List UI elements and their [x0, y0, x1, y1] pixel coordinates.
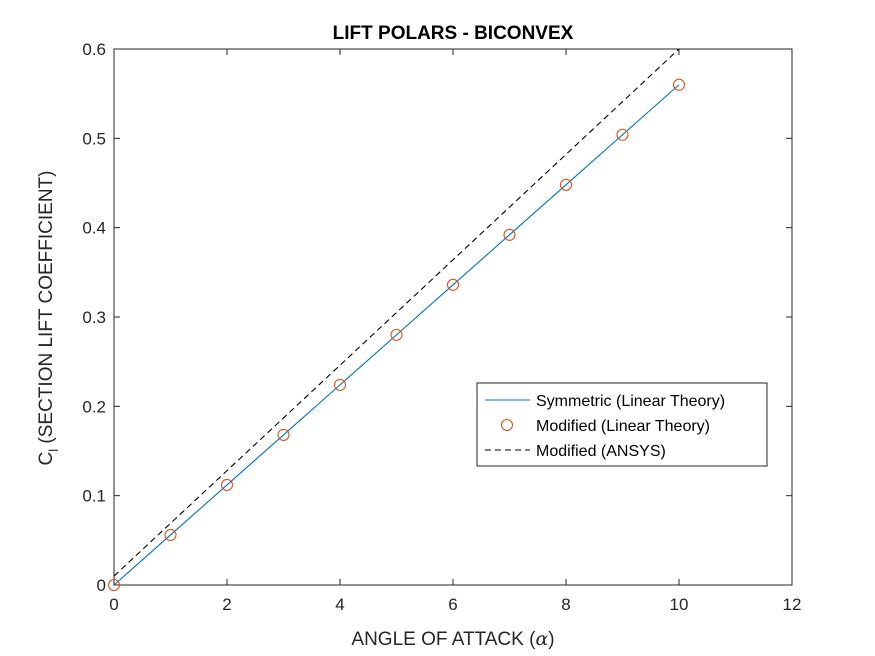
x-tick-label: 4 — [335, 595, 344, 614]
plot-area: 0 2 4 6 8 10 12 0 0.1 0.2 0.3 0.4 0.5 0.6 — [82, 40, 801, 614]
legend-box — [476, 382, 768, 467]
legend: Symmetric (Linear Theory) Modified (Linea… — [476, 382, 768, 467]
series-1-point — [503, 228, 516, 241]
x-axis-label-symbol: α — [535, 628, 548, 650]
x-tick-label: 6 — [448, 595, 457, 614]
series-1-point — [164, 528, 177, 542]
series-1-point — [446, 278, 460, 291]
axes-box — [113, 48, 793, 586]
series-1-point — [616, 128, 629, 141]
y-tick-label: 0.4 — [82, 219, 106, 238]
series-1-point — [107, 578, 121, 592]
legend-label-2: Modified (ANSYS) — [536, 443, 666, 460]
y-tick-label: 0.3 — [82, 308, 106, 327]
legend-marker-1 — [500, 418, 514, 432]
series-1-point — [220, 478, 234, 491]
y-axis-label-main: C — [36, 452, 57, 466]
x-axis-label-prefix: ANGLE OF ATTACK ( — [351, 629, 536, 650]
series-1-point — [277, 428, 290, 441]
y-tick-label: 0.1 — [82, 487, 106, 506]
y-tick-label: 0.6 — [82, 40, 106, 59]
series-1-point — [333, 378, 347, 391]
y-axis-label-rest: (SECTION LIFT COEFFICIENT) — [36, 171, 57, 449]
series-2-line — [113, 48, 680, 577]
series-1-point — [672, 78, 686, 91]
x-tick-label: 2 — [222, 595, 231, 614]
x-tick-label: 8 — [561, 595, 570, 614]
y-tick-label: 0.5 — [82, 129, 106, 148]
x-tick-label: 0 — [109, 595, 118, 614]
y-tick-label: 0.2 — [82, 397, 106, 416]
x-axis-label: ANGLE OF ATTACK (α) — [351, 628, 554, 650]
x-tick-label: 10 — [670, 595, 689, 614]
legend-label-0: Symmetric (Linear Theory) — [536, 393, 725, 410]
y-tick-label: 0 — [97, 576, 106, 595]
y-axis-label-subscript: l — [46, 449, 61, 452]
series-1-point — [390, 328, 403, 341]
x-tick-label: 12 — [783, 595, 802, 614]
legend-label-1: Modified (Linear Theory) — [536, 418, 710, 435]
y-axis-label: Cl (SECTION LIFT COEFFICIENT) — [36, 171, 61, 466]
series-0-line — [113, 84, 680, 586]
x-axis-label-suffix: ) — [548, 629, 554, 650]
series-1-point — [559, 178, 573, 191]
chart-title: LIFT POLARS - BICONVEX — [333, 23, 574, 44]
